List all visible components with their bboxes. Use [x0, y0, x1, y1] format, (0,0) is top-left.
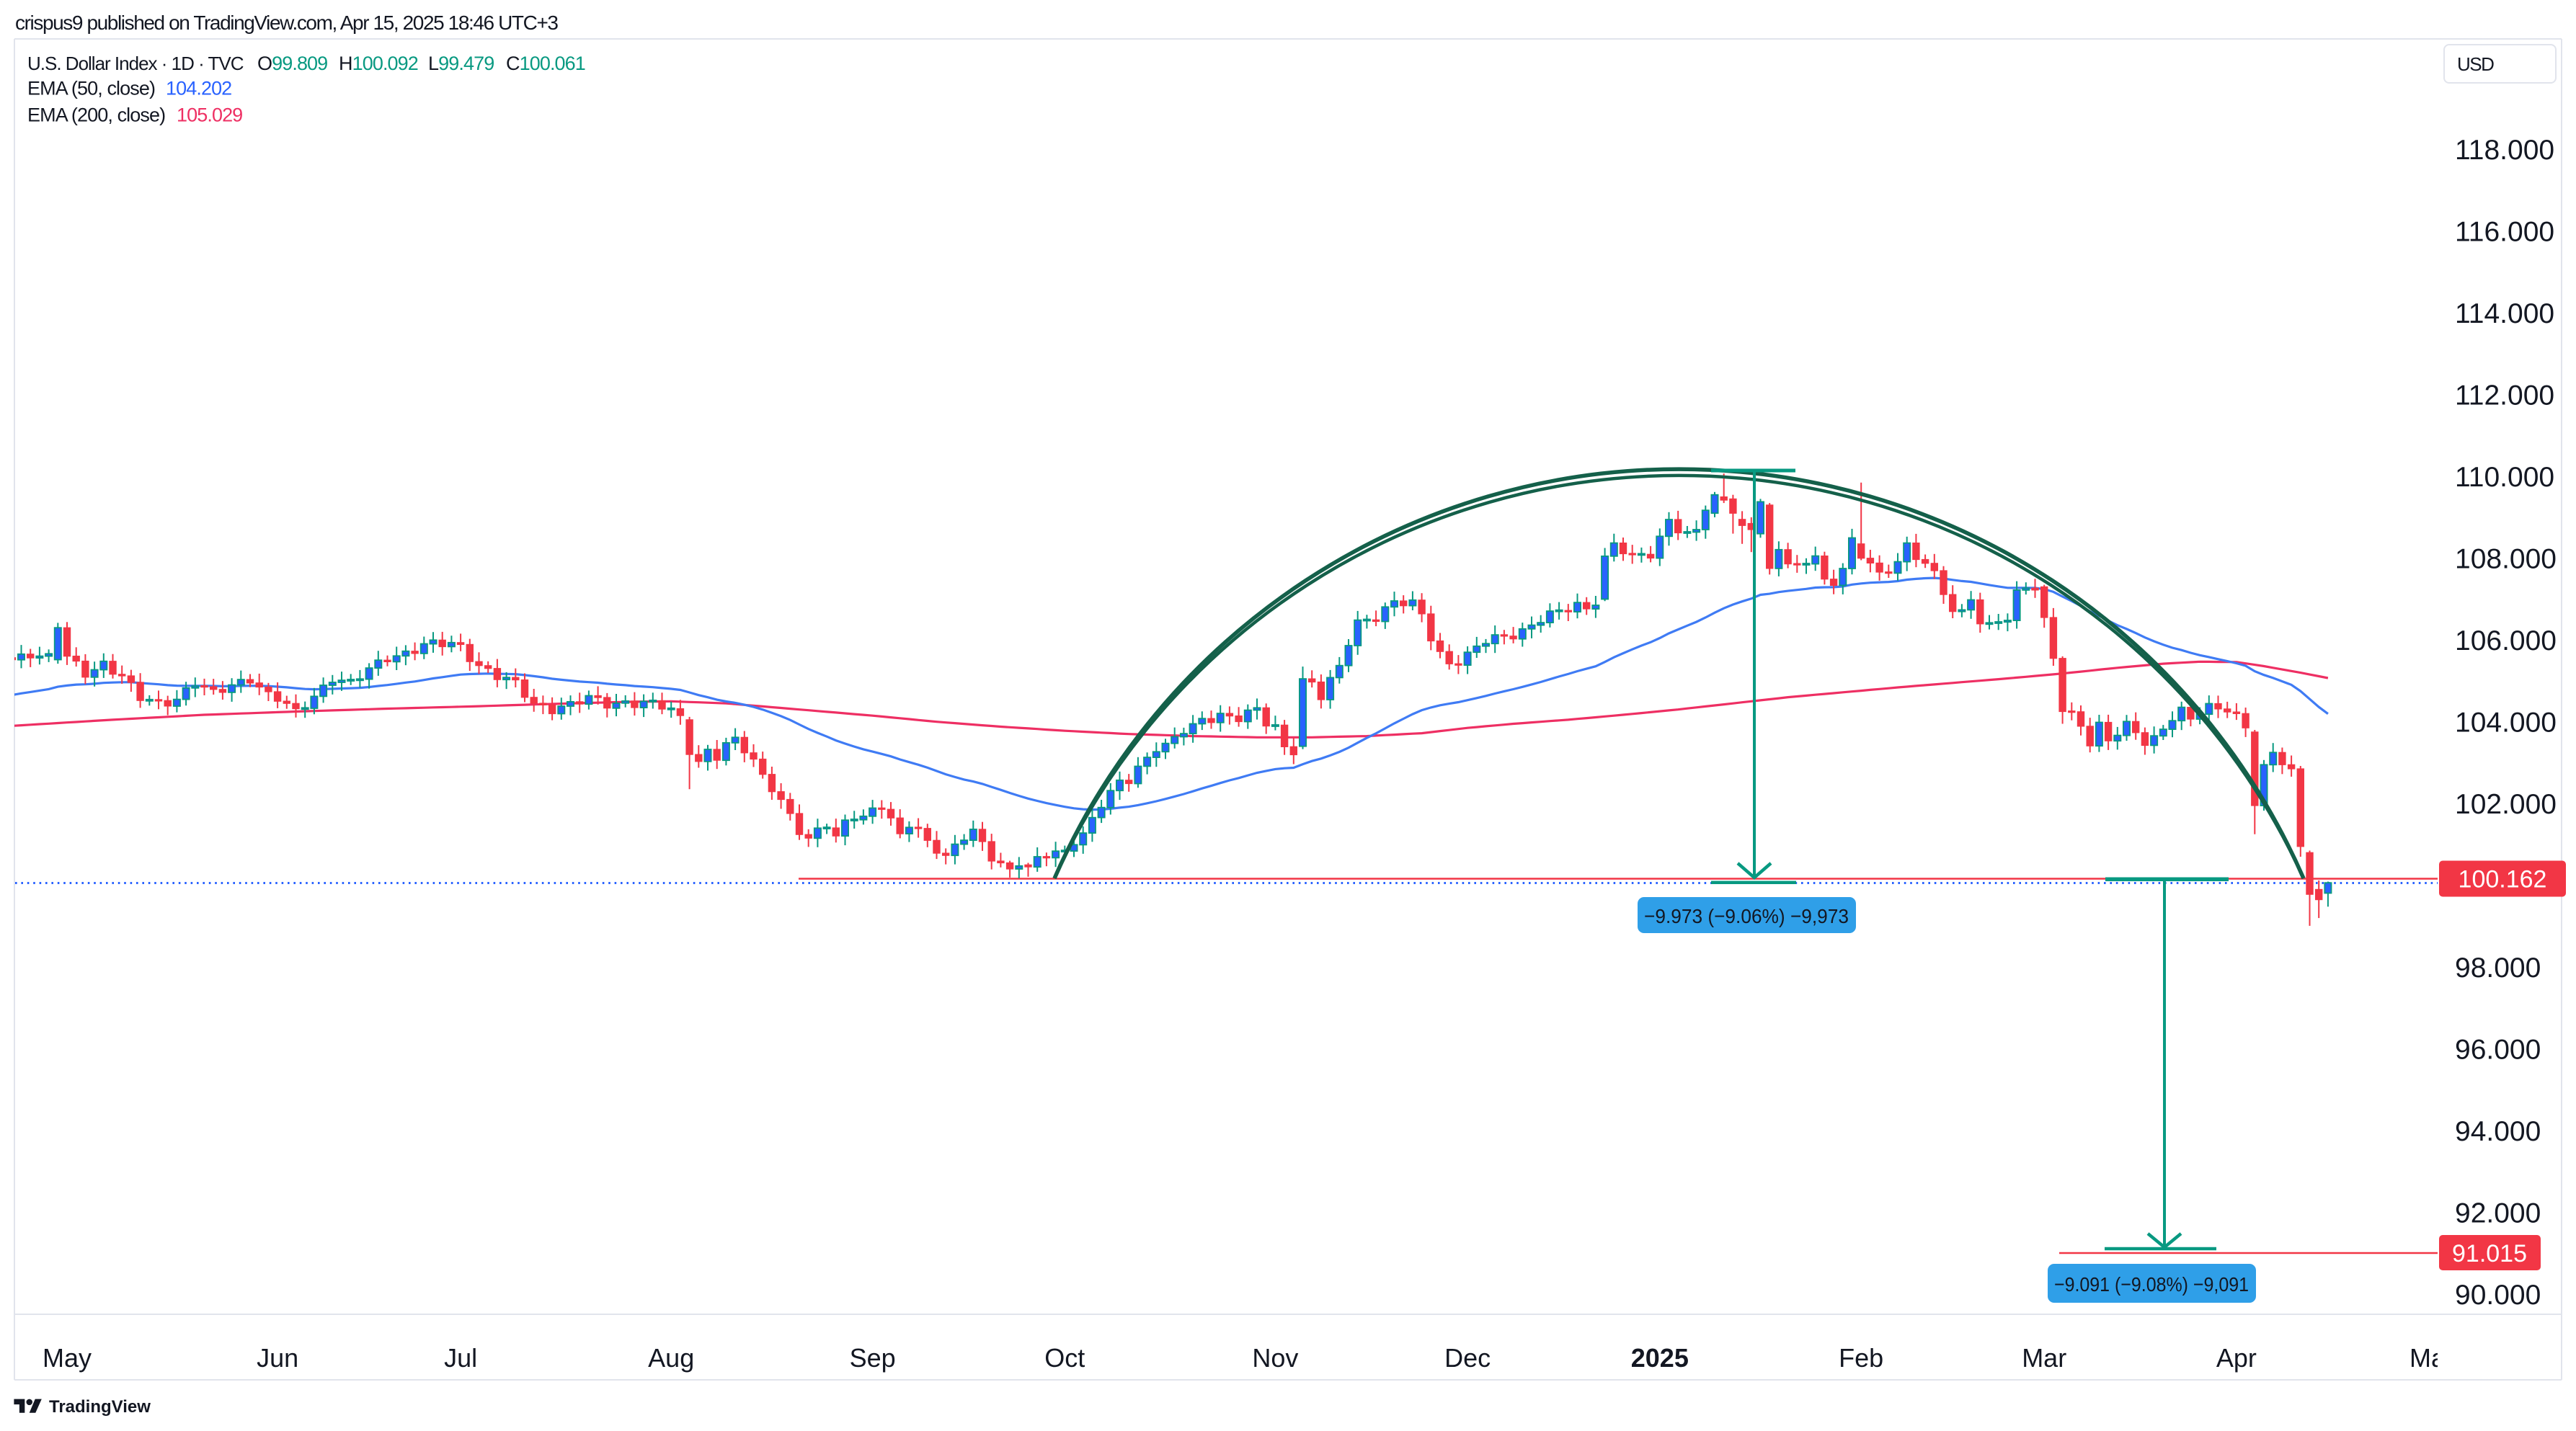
svg-text:98.000: 98.000	[2455, 953, 2541, 984]
svg-text:C100.061: C100.061	[506, 53, 585, 74]
svg-text:116.000: 116.000	[2455, 217, 2554, 248]
svg-text:Apr: Apr	[2216, 1343, 2257, 1373]
svg-text:−9.973 (−9.06%) −9,973: −9.973 (−9.06%) −9,973	[1644, 905, 1849, 927]
svg-text:105.029: 105.029	[177, 104, 242, 126]
svg-text:114.000: 114.000	[2455, 298, 2554, 329]
svg-text:U.S. Dollar Index · 1D · TVC: U.S. Dollar Index · 1D · TVC	[27, 53, 244, 74]
svg-text:H100.092: H100.092	[339, 53, 418, 74]
svg-text:USD: USD	[2457, 53, 2494, 75]
svg-text:EMA (200, close): EMA (200, close)	[27, 104, 165, 126]
svg-text:Mar: Mar	[2022, 1343, 2066, 1373]
svg-text:2025: 2025	[1631, 1343, 1689, 1373]
svg-text:O99.809: O99.809	[257, 53, 327, 74]
svg-text:L99.479: L99.479	[428, 53, 494, 74]
svg-text:118.000: 118.000	[2455, 135, 2554, 166]
svg-text:100.162: 100.162	[2459, 866, 2547, 893]
svg-text:108.000: 108.000	[2455, 544, 2557, 575]
svg-text:106.000: 106.000	[2455, 625, 2557, 656]
svg-text:−9.091 (−9.08%) −9,091: −9.091 (−9.08%) −9,091	[2054, 1273, 2249, 1296]
svg-text:Feb: Feb	[1839, 1343, 1883, 1373]
svg-text:TradingView: TradingView	[49, 1397, 151, 1417]
svg-text:102.000: 102.000	[2455, 789, 2557, 820]
svg-text:Sep: Sep	[850, 1343, 896, 1373]
svg-text:Dec: Dec	[1444, 1343, 1491, 1373]
svg-text:91.015: 91.015	[2452, 1240, 2527, 1267]
svg-text:EMA (50, close): EMA (50, close)	[27, 78, 155, 99]
svg-text:96.000: 96.000	[2455, 1035, 2541, 1066]
svg-text:90.000: 90.000	[2455, 1280, 2541, 1311]
svg-text:Jun: Jun	[257, 1343, 298, 1373]
svg-text:May: May	[2410, 1343, 2459, 1373]
svg-text:92.000: 92.000	[2455, 1198, 2541, 1229]
svg-text:112.000: 112.000	[2455, 380, 2554, 411]
svg-text:crispus9 published on TradingV: crispus9 published on TradingView.com, A…	[15, 12, 558, 34]
svg-text:104.202: 104.202	[166, 78, 231, 99]
svg-text:Oct: Oct	[1044, 1343, 1085, 1373]
svg-text:110.000: 110.000	[2455, 462, 2554, 493]
svg-text:May: May	[43, 1343, 92, 1373]
svg-text:94.000: 94.000	[2455, 1116, 2541, 1147]
svg-text:Aug: Aug	[648, 1343, 694, 1373]
svg-text:104.000: 104.000	[2455, 708, 2557, 739]
svg-text:Jul: Jul	[444, 1343, 477, 1373]
svg-text:Nov: Nov	[1252, 1343, 1298, 1373]
